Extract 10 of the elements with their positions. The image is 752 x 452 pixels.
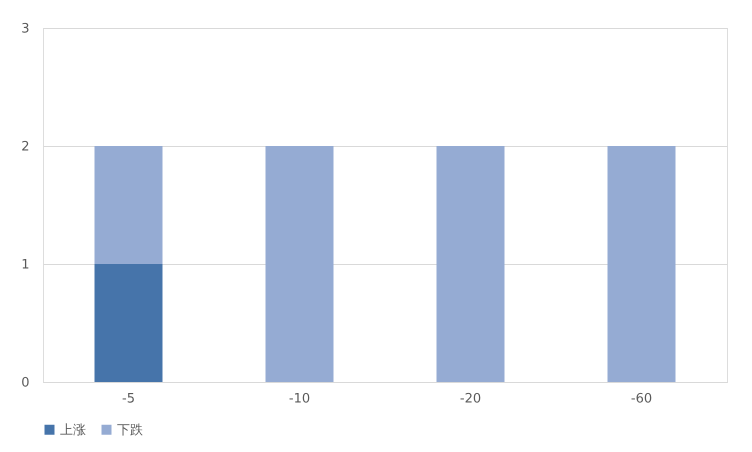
y-tick-label: 1 (21, 258, 30, 272)
y-tick-label: 2 (21, 140, 30, 154)
legend-label: 下跌 (117, 422, 143, 438)
x-tick-label: -20 (460, 392, 482, 406)
legend-label: 上涨 (60, 422, 86, 438)
y-tick-label: 0 (21, 376, 30, 390)
x-tick-label: -60 (630, 392, 652, 406)
y-tick-label: 3 (21, 22, 30, 36)
x-tick-label: -5 (122, 392, 135, 406)
x-tick-label: -10 (288, 392, 310, 406)
